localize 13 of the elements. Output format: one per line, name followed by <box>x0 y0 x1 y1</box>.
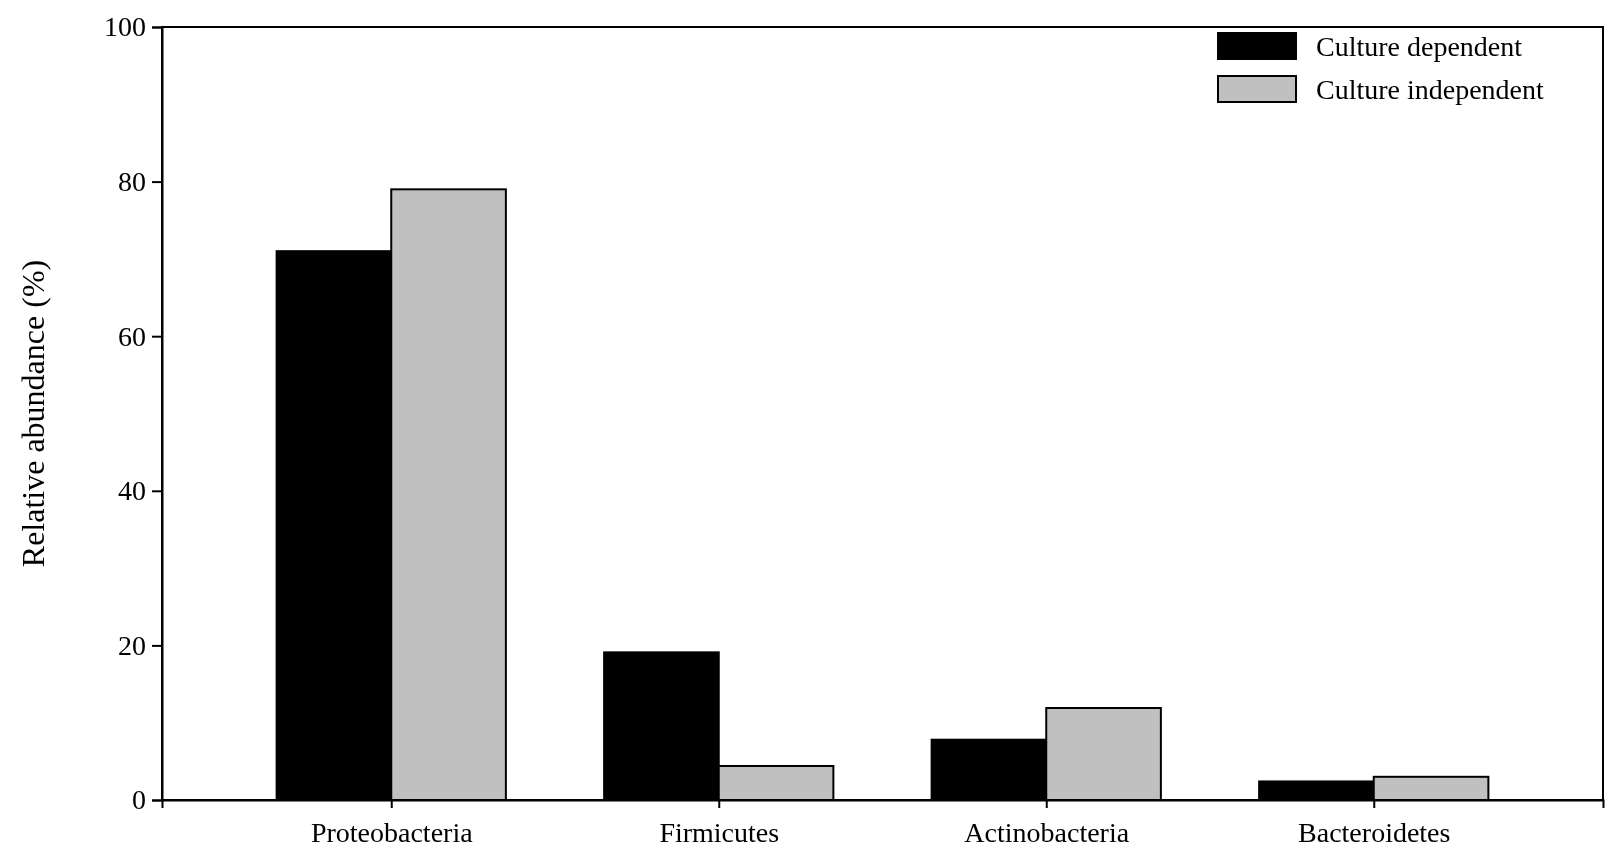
x-tick-label: Firmicutes <box>659 816 780 848</box>
y-tick-label: 80 <box>118 166 146 198</box>
x-tick-label: Proteobacteria <box>310 816 474 848</box>
x-tick-label: Actinobacteria <box>964 816 1130 848</box>
x-tick-label: Bacteroidetes <box>1298 816 1451 848</box>
legend-label: Culture independent <box>1316 74 1545 105</box>
legend-label: Culture dependent <box>1316 31 1523 62</box>
y-axis-title: Relative abundance (%) <box>15 259 51 568</box>
y-tick-label: 40 <box>118 475 146 507</box>
y-tick-label: 100 <box>104 11 146 43</box>
y-tick-label: 0 <box>132 784 146 816</box>
y-tick-label: 20 <box>118 629 146 661</box>
y-tick-label: 60 <box>118 320 146 352</box>
